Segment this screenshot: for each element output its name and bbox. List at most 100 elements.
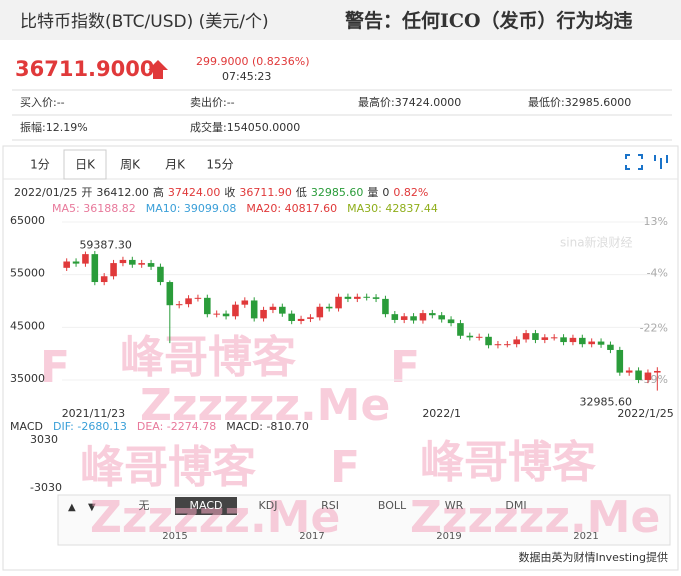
macd-tick: -3030	[30, 481, 62, 494]
footer: 数据由英为财情Investing提供	[518, 550, 668, 564]
candle-body	[616, 349, 624, 373]
macd-item: MACD: -810.70	[226, 420, 309, 433]
fullscreen-icon[interactable]	[625, 154, 643, 170]
nav-arrow[interactable]: ▼	[88, 502, 96, 513]
candle-body	[260, 309, 267, 319]
macd-item: MACD	[10, 420, 43, 433]
year: 2021	[573, 531, 598, 542]
indicator[interactable]: MACD	[190, 499, 223, 512]
candle-body	[279, 306, 286, 314]
tab[interactable]: 日K	[75, 158, 96, 172]
candle-body	[644, 372, 652, 380]
candle-body	[232, 304, 239, 317]
candle-body	[100, 276, 108, 283]
nav-arrow[interactable]: ▲	[68, 502, 76, 513]
candle-body	[504, 344, 511, 346]
candle-body	[307, 317, 314, 319]
candle-body	[363, 296, 370, 298]
info-item: 收	[224, 185, 235, 199]
tab[interactable]: 15分	[206, 158, 233, 172]
info-line: 2022/01/25 开 36412.00 高 37424.00 收 36711.90 低 32…	[14, 185, 428, 199]
watermark: Zzzzzz.Me	[90, 492, 340, 543]
info-item: 量	[367, 186, 378, 199]
warning: 警告：任何ICO（发币）行为均违	[345, 9, 633, 32]
watermark: F	[330, 442, 360, 493]
info-item: 36412.00	[96, 186, 149, 199]
y-tick-label: 55000	[10, 267, 45, 280]
year: 2019	[436, 531, 461, 542]
y-tick-label: 35000	[10, 372, 45, 385]
candle-body	[166, 282, 174, 306]
candle-body	[560, 337, 567, 343]
up-arrow	[148, 60, 168, 79]
y2-tick-label: 13%	[644, 215, 668, 228]
y2-tick-label: -22%	[640, 321, 668, 334]
stat: 最低价:32985.6000	[528, 96, 631, 109]
candle-body	[579, 337, 586, 345]
watermark: 峰哥博客	[120, 332, 296, 383]
candle-body	[522, 333, 530, 340]
candle-body	[119, 259, 127, 264]
watermark: 峰哥博客	[420, 437, 596, 488]
candle-body	[213, 313, 220, 315]
indicator[interactable]: RSI	[321, 499, 339, 512]
ma-item: MA20: 40817.60	[246, 202, 337, 215]
indicator-selected	[175, 497, 237, 515]
indicator[interactable]: BOLL	[378, 499, 407, 512]
info-item: 2022/01/25	[14, 186, 77, 199]
info-item: 36711.90	[239, 186, 292, 199]
x-tick-label: 2022/1	[422, 407, 461, 420]
annotation: 59387.30	[79, 239, 132, 252]
indicator[interactable]: WR	[445, 499, 464, 512]
candle-body	[157, 266, 164, 283]
candle-body	[485, 336, 492, 346]
y2-tick-label: -39%	[640, 373, 668, 386]
candle-body	[129, 259, 136, 265]
candle-body	[541, 337, 549, 340]
tab[interactable]: 1分	[30, 158, 50, 172]
candle-body	[400, 316, 408, 320]
indicator[interactable]: KDJ	[259, 499, 278, 512]
candle-body	[410, 316, 417, 321]
candle-body	[654, 370, 661, 373]
candle-body	[241, 300, 249, 305]
candle-body	[475, 336, 483, 338]
watermark: F	[40, 342, 70, 393]
x-tick-label: 2021/11/23	[62, 407, 125, 420]
ma-item: MA5: 36188.82	[52, 202, 136, 215]
candle-body	[382, 298, 389, 315]
candle-body	[316, 306, 324, 318]
candle-body	[335, 296, 342, 309]
candle-body	[194, 297, 202, 299]
candle-body	[588, 341, 595, 345]
stat: 最高价:37424.0000	[358, 95, 461, 109]
watermark: F	[390, 342, 420, 393]
tab[interactable]: 月K	[165, 158, 186, 172]
settings-icon[interactable]	[654, 155, 668, 169]
candle-body	[91, 254, 99, 283]
candle-body	[110, 263, 117, 277]
tab[interactable]: 周K	[120, 158, 141, 172]
info-item: 0	[382, 186, 389, 199]
ma-line: MA5: 36188.82 MA10: 39099.08 MA20: 40817.6…	[52, 202, 438, 215]
y-tick-label: 45000	[10, 319, 45, 332]
candle-body	[372, 297, 380, 299]
candle-body	[72, 261, 80, 264]
candle-body	[175, 304, 183, 306]
watermark: 峰哥博客	[80, 442, 256, 493]
candle-body	[419, 313, 427, 321]
info-item: 37424.00	[168, 186, 221, 199]
tab-selected	[63, 149, 107, 180]
indicator[interactable]: 无	[139, 499, 150, 512]
candle-body	[635, 370, 642, 380]
indicator[interactable]: DMI	[505, 499, 526, 512]
macd-tick: 3030	[30, 433, 58, 446]
stat: 买入价:--	[20, 96, 65, 109]
candle-body	[82, 254, 89, 264]
macd-item: DEA: -2274.78	[137, 420, 216, 433]
info-item: 高	[153, 185, 164, 199]
stat: 卖出价:--	[190, 95, 235, 109]
candle-body	[138, 263, 145, 265]
candle-body	[513, 339, 520, 345]
